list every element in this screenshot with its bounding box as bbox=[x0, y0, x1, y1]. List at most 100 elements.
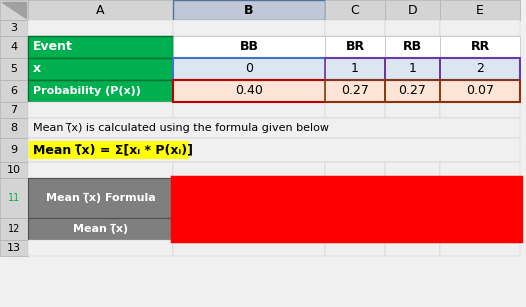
Bar bbox=[28, 178, 173, 218]
Bar bbox=[385, 102, 440, 118]
Bar bbox=[0, 138, 28, 162]
Bar bbox=[440, 58, 520, 80]
Bar bbox=[173, 36, 325, 58]
Bar bbox=[173, 20, 325, 36]
Text: 12: 12 bbox=[8, 224, 20, 234]
Bar bbox=[29, 141, 189, 159]
Bar bbox=[0, 20, 28, 36]
Bar bbox=[440, 80, 520, 102]
Bar bbox=[385, 162, 440, 178]
Text: BR: BR bbox=[346, 41, 365, 53]
Text: 11: 11 bbox=[8, 193, 20, 203]
Text: 0.27: 0.27 bbox=[399, 84, 427, 98]
Text: RR: RR bbox=[470, 41, 490, 53]
Text: 0.40: 0.40 bbox=[235, 84, 263, 98]
Bar bbox=[0, 0, 28, 20]
Text: 0.07: 0.07 bbox=[466, 84, 494, 98]
Bar bbox=[0, 58, 28, 80]
Bar bbox=[440, 36, 520, 58]
Bar bbox=[325, 162, 385, 178]
Text: C: C bbox=[351, 3, 359, 17]
Bar bbox=[28, 240, 173, 256]
Text: x: x bbox=[33, 63, 41, 76]
Text: 0.27: 0.27 bbox=[341, 84, 369, 98]
Bar bbox=[440, 102, 520, 118]
Bar bbox=[0, 162, 28, 178]
Text: A: A bbox=[96, 3, 105, 17]
Text: E: E bbox=[476, 3, 484, 17]
Text: 9: 9 bbox=[11, 145, 17, 155]
Bar bbox=[28, 138, 520, 162]
Text: 3: 3 bbox=[11, 23, 17, 33]
Text: 0: 0 bbox=[245, 63, 253, 76]
Bar bbox=[173, 178, 520, 218]
Bar bbox=[385, 240, 440, 256]
Bar bbox=[440, 0, 520, 20]
Bar bbox=[385, 0, 440, 20]
Bar bbox=[0, 218, 28, 240]
Bar bbox=[28, 118, 520, 138]
Text: 10: 10 bbox=[7, 165, 21, 175]
Text: 1: 1 bbox=[409, 63, 417, 76]
Text: (C5*C6): (C5*C6) bbox=[231, 184, 282, 197]
Text: +(: +( bbox=[272, 184, 288, 197]
Bar bbox=[173, 58, 325, 80]
Bar bbox=[0, 102, 28, 118]
Bar bbox=[173, 58, 520, 80]
Bar bbox=[173, 102, 325, 118]
Text: +: + bbox=[225, 184, 235, 197]
Text: Probability (P(x)): Probability (P(x)) bbox=[33, 86, 141, 96]
Text: |: | bbox=[267, 200, 271, 212]
Bar bbox=[385, 36, 440, 58]
Bar bbox=[440, 58, 520, 80]
Bar bbox=[0, 240, 28, 256]
Bar bbox=[0, 118, 28, 138]
Bar bbox=[173, 80, 325, 102]
Bar bbox=[173, 80, 520, 102]
Text: 1: 1 bbox=[351, 63, 359, 76]
Text: B: B bbox=[244, 3, 254, 17]
Text: =: = bbox=[178, 184, 188, 197]
Bar bbox=[28, 36, 173, 58]
Bar bbox=[28, 20, 173, 36]
Bar bbox=[325, 58, 385, 80]
Text: 8: 8 bbox=[11, 123, 17, 133]
Bar bbox=[440, 162, 520, 178]
Bar bbox=[325, 0, 385, 20]
Bar bbox=[28, 162, 173, 178]
Bar bbox=[28, 0, 173, 20]
Bar bbox=[325, 102, 385, 118]
Text: Mean (̅x) is calculated using the formula given below: Mean (̅x) is calculated using the formul… bbox=[33, 123, 329, 133]
Text: 13: 13 bbox=[7, 243, 21, 253]
Bar bbox=[440, 240, 520, 256]
Bar bbox=[325, 58, 385, 80]
Text: 2: 2 bbox=[476, 63, 484, 76]
Bar bbox=[325, 240, 385, 256]
Bar bbox=[173, 162, 325, 178]
Bar bbox=[325, 20, 385, 36]
Bar bbox=[28, 58, 173, 80]
Bar bbox=[325, 80, 385, 102]
Bar bbox=[325, 80, 385, 102]
Text: 5: 5 bbox=[11, 64, 17, 74]
Bar bbox=[440, 20, 520, 36]
Text: (E5*E6): (E5*E6) bbox=[225, 200, 275, 212]
Text: 0.67: 0.67 bbox=[329, 222, 363, 236]
Bar bbox=[325, 36, 385, 58]
Bar bbox=[385, 58, 440, 80]
Bar bbox=[173, 218, 520, 240]
Bar bbox=[0, 178, 28, 218]
Text: 6: 6 bbox=[11, 86, 17, 96]
Bar bbox=[28, 80, 173, 102]
Text: BB: BB bbox=[239, 41, 258, 53]
Text: Mean (̅x): Mean (̅x) bbox=[73, 224, 128, 234]
Bar bbox=[385, 80, 440, 102]
Bar bbox=[385, 58, 440, 80]
Text: Mean (̅x) Formula: Mean (̅x) Formula bbox=[46, 193, 155, 203]
Bar bbox=[0, 80, 28, 102]
Text: D: D bbox=[408, 3, 417, 17]
Bar bbox=[440, 80, 520, 102]
Bar bbox=[28, 102, 173, 118]
Text: (B5*B6): (B5*B6) bbox=[184, 184, 236, 197]
Bar bbox=[0, 36, 28, 58]
